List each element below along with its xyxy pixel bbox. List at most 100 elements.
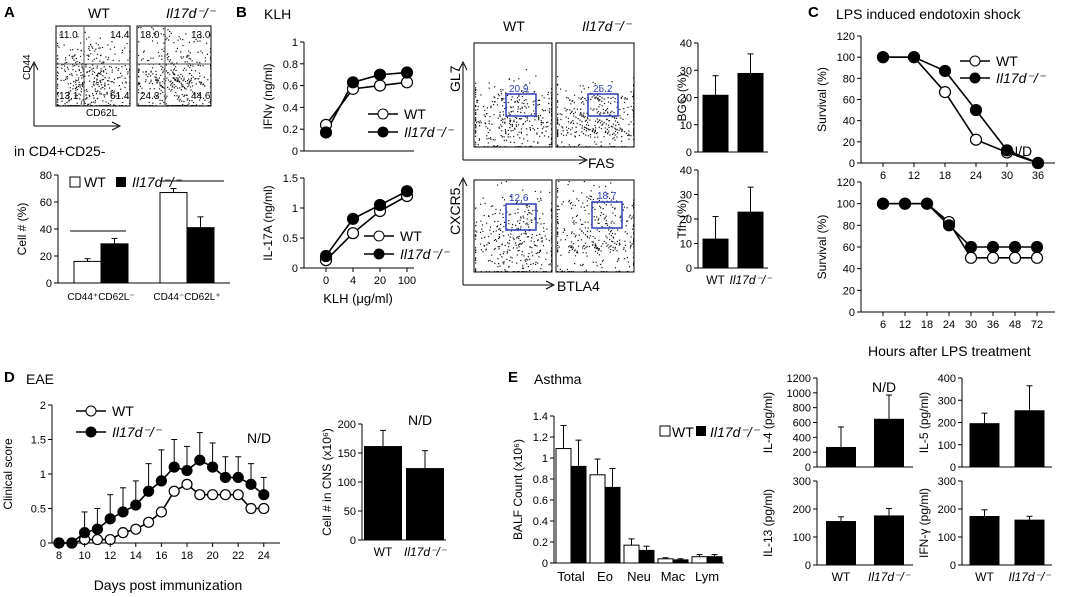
facs-dot bbox=[482, 197, 484, 199]
facs-dot bbox=[594, 83, 596, 85]
facs-dot bbox=[99, 93, 101, 95]
legend-label: WT bbox=[672, 424, 694, 440]
facs-dot bbox=[599, 119, 601, 121]
facs-dot bbox=[181, 100, 183, 102]
facs-dot bbox=[92, 60, 94, 62]
facs-dot bbox=[475, 126, 477, 128]
facs-dot bbox=[625, 220, 628, 222]
facs-dot bbox=[619, 216, 621, 219]
facs-dot bbox=[88, 75, 90, 77]
y-tick-label: 0.6 bbox=[533, 495, 548, 507]
facs-dot bbox=[210, 92, 212, 94]
facs-dot bbox=[57, 78, 59, 80]
facs-dot bbox=[92, 101, 94, 103]
facs-dot bbox=[514, 128, 516, 130]
facs-dot bbox=[516, 117, 518, 120]
facs-dot bbox=[138, 84, 140, 86]
facs-dot bbox=[583, 181, 585, 183]
facs-dot bbox=[573, 233, 575, 235]
facs-dot bbox=[171, 83, 173, 85]
facs-dot bbox=[514, 146, 517, 148]
facs-dot bbox=[481, 237, 483, 239]
facs-dot bbox=[524, 271, 526, 273]
facs-dot bbox=[497, 258, 499, 260]
facs-dot bbox=[623, 247, 625, 249]
facs-dot bbox=[573, 223, 575, 225]
facs-dot bbox=[621, 128, 623, 130]
facs-dot bbox=[551, 271, 553, 273]
y-tick-label: 100 bbox=[793, 532, 811, 544]
facs-dot bbox=[624, 231, 626, 233]
facs-dot bbox=[501, 125, 503, 128]
facs-dot bbox=[67, 83, 69, 85]
facs-dot bbox=[502, 105, 504, 107]
facs-dot bbox=[210, 34, 212, 36]
facs-dot bbox=[80, 88, 83, 90]
facs-dot bbox=[597, 222, 599, 224]
facs-dot bbox=[522, 267, 524, 269]
facs-dot bbox=[633, 264, 635, 266]
facs-dot bbox=[145, 74, 147, 76]
facs-dot bbox=[548, 146, 550, 148]
facs-dot bbox=[71, 105, 73, 107]
facs-dot bbox=[104, 94, 106, 96]
facs-dot bbox=[594, 208, 596, 210]
facs-dot bbox=[126, 42, 128, 45]
facs-dot bbox=[502, 119, 504, 121]
facs-dot bbox=[76, 94, 78, 97]
facs-dot bbox=[82, 76, 84, 78]
facs-dot bbox=[540, 199, 542, 201]
facs-dot bbox=[166, 37, 168, 39]
facs-dot bbox=[74, 87, 76, 89]
facs-dot bbox=[551, 261, 553, 263]
facs-dot bbox=[86, 90, 88, 92]
facs-dot bbox=[607, 244, 609, 246]
facs-dot bbox=[614, 248, 616, 250]
facs-dot bbox=[475, 271, 477, 273]
facs-dot bbox=[530, 263, 532, 265]
x-tick-label: 20 bbox=[374, 275, 386, 287]
bar bbox=[737, 211, 764, 268]
facs-dot bbox=[100, 70, 102, 72]
facs-dot bbox=[494, 212, 496, 215]
x-tick-label: 8 bbox=[56, 550, 62, 562]
legend-label: WT bbox=[84, 174, 106, 190]
facs-dot bbox=[557, 84, 559, 86]
facs-dot bbox=[533, 141, 535, 143]
data-point bbox=[898, 197, 912, 210]
facs-dot bbox=[80, 74, 82, 77]
facs-dot bbox=[550, 110, 553, 112]
legend-marker bbox=[373, 248, 385, 260]
facs-dot bbox=[633, 202, 635, 204]
facs-dot bbox=[534, 263, 537, 265]
facs-dot bbox=[180, 56, 182, 58]
facs-dot bbox=[82, 82, 84, 84]
facs-dot bbox=[598, 126, 600, 128]
facs-dot bbox=[613, 146, 616, 148]
facs-dot bbox=[163, 47, 166, 49]
facs-dot bbox=[185, 56, 188, 58]
facs-dot bbox=[210, 67, 212, 70]
facs-dot bbox=[551, 209, 553, 211]
facs-dot bbox=[177, 79, 179, 81]
facs-dot bbox=[173, 95, 176, 97]
facs-dot bbox=[612, 236, 614, 238]
facs-dot bbox=[522, 215, 524, 217]
facs-dot bbox=[475, 247, 477, 249]
facs-dot bbox=[188, 55, 190, 57]
facs-dot bbox=[163, 101, 165, 104]
facs-dot bbox=[498, 126, 500, 128]
facs-dot bbox=[563, 271, 565, 273]
gate-value: 20.9 bbox=[509, 84, 529, 95]
facs-dot bbox=[182, 86, 184, 88]
facs-dot bbox=[587, 221, 589, 223]
facs-dot bbox=[557, 101, 559, 103]
facs-dot bbox=[505, 133, 507, 135]
facs-dot bbox=[481, 228, 483, 230]
facs-dot bbox=[590, 98, 592, 101]
facs-dot bbox=[92, 47, 94, 49]
facs-dot bbox=[523, 138, 525, 140]
facs-dot bbox=[476, 100, 478, 102]
facs-dot bbox=[583, 88, 585, 90]
facs-dot bbox=[539, 197, 542, 200]
